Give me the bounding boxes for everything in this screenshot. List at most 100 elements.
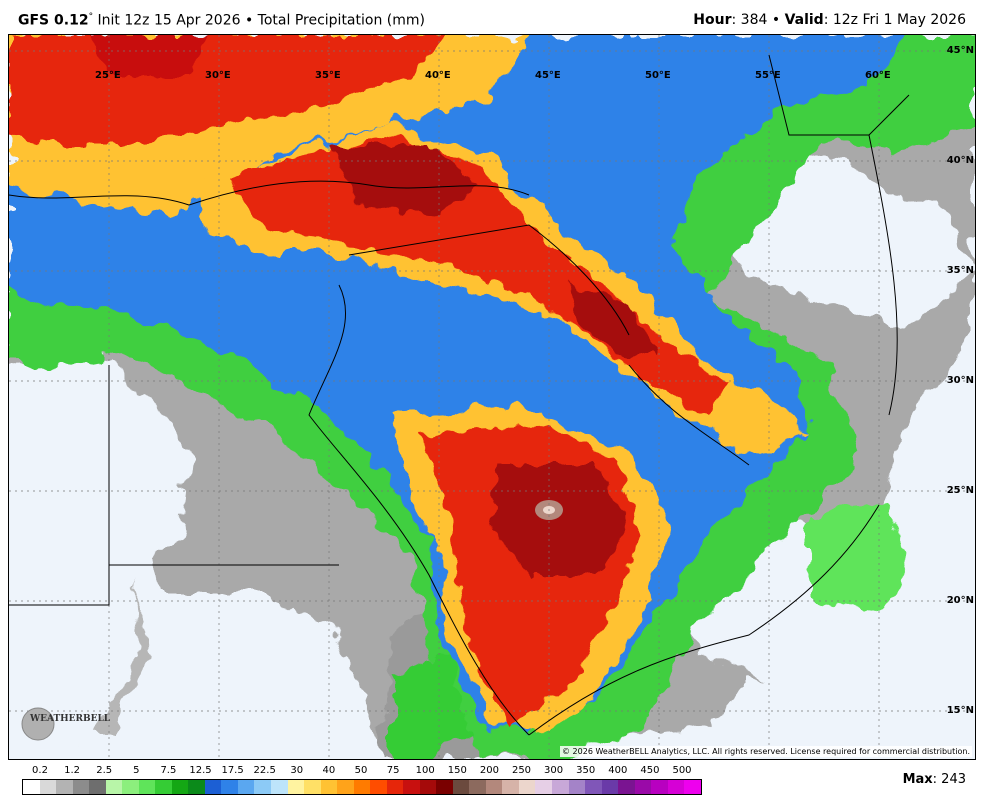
- colorbar-swatch: [370, 780, 387, 794]
- header-title: GFS 0.12° Init 12z 15 Apr 2026 • Total P…: [18, 12, 425, 29]
- header-valid: Hour: 384 • Valid: 12z Fri 1 May 2026: [693, 12, 966, 28]
- header: GFS 0.12° Init 12z 15 Apr 2026 • Total P…: [0, 0, 984, 34]
- colorbar-swatch: [270, 780, 288, 794]
- colorbar-tick-label: 400: [608, 765, 628, 776]
- colorbar-swatch: [502, 780, 519, 794]
- colorbar-swatch: [651, 780, 668, 794]
- borders: [9, 54, 910, 736]
- colorbar-swatch: [304, 780, 321, 794]
- colorbar-swatch: [138, 780, 156, 794]
- colorbar-swatch: [452, 780, 470, 794]
- colorbar-tick-label: 0.2: [32, 765, 48, 776]
- init-text: Init 12z 15 Apr 2026 • Total Precipitati…: [93, 12, 425, 29]
- colorbar-tick-label: 22.5: [253, 765, 276, 776]
- colorbar-swatch: [105, 780, 123, 794]
- heavy-precip-layer: [89, 35, 659, 575]
- colorbar-swatch: [320, 780, 338, 794]
- hour-label: Hour: [693, 12, 732, 28]
- colorbar-swatch: [684, 780, 701, 794]
- lon-label-7: 55°E: [755, 70, 781, 81]
- valid-label: Valid: [784, 12, 824, 28]
- colorbar-tick-label: 5: [133, 765, 140, 776]
- colorbar-swatch: [56, 780, 73, 794]
- colorbar-swatch: [188, 780, 205, 794]
- lat-label-5: 25°N: [946, 485, 974, 496]
- colorbar-labels: 0.2 1.2 2.5 5 7.5 12.5 17.5 22.5 30 40 50 75 100 150 2…: [22, 765, 700, 777]
- colorbar-tick-label: 30: [290, 765, 304, 776]
- lon-label-8: 60°E: [865, 70, 891, 81]
- colorbar-swatch: [568, 780, 586, 794]
- colorbar-swatch: [552, 780, 569, 794]
- model-name: GFS 0.12: [18, 12, 89, 29]
- weatherbell-logo: WEATHERBELL: [20, 704, 110, 744]
- colorbar-tick-label: 250: [511, 765, 532, 776]
- graticule: [9, 35, 975, 759]
- precipitation-map[interactable]: 25°E 30°E 35°E 40°E 45°E 50°E 55°E 60°E: [8, 34, 976, 760]
- max-value: Max: 243: [903, 772, 966, 787]
- colorbar-tick-label: 150: [447, 765, 467, 776]
- colorbar-swatch: [72, 780, 90, 794]
- colorbar-swatch: [419, 780, 437, 794]
- colorbar-swatch: [155, 780, 172, 794]
- hour-value: : 384 •: [731, 12, 785, 28]
- colorbar-swatch: [485, 780, 503, 794]
- colorbar-tick-label: 50: [354, 765, 368, 776]
- colorbar: [22, 779, 702, 795]
- colorbar-tick-label: 100: [415, 765, 435, 776]
- colorbar-tick-label: 350: [576, 765, 596, 776]
- lat-label-4: 30°N: [946, 375, 974, 386]
- lon-label-6: 50°E: [645, 70, 671, 81]
- copyright-notice: © 2026 WeatherBELL Analytics, LLC. All r…: [560, 746, 972, 757]
- colorbar-swatch: [89, 780, 106, 794]
- colorbar-swatch: [23, 780, 40, 794]
- colorbar-swatch: [122, 780, 139, 794]
- logo-text: WEATHERBELL: [30, 714, 111, 724]
- colorbar-swatch: [518, 780, 536, 794]
- colorbar-swatch: [237, 780, 255, 794]
- colorbar-tick-label: 450: [640, 765, 660, 776]
- colorbar-swatch: [386, 780, 404, 794]
- colorbar-swatch: [221, 780, 238, 794]
- colorbar-tick-label: 12.5: [189, 765, 212, 776]
- colorbar-swatch: [585, 780, 602, 794]
- colorbar-tick-label: 75: [386, 765, 400, 776]
- degree-symbol: °: [88, 12, 94, 22]
- colorbar-swatch: [634, 780, 652, 794]
- colorbar-swatch: [667, 780, 685, 794]
- colorbar-swatch: [353, 780, 371, 794]
- colorbar-tick-label: 200: [479, 765, 499, 776]
- colorbar-swatch: [254, 780, 271, 794]
- lat-label-6: 20°N: [946, 595, 974, 606]
- colorbar-tick-label: 7.5: [160, 765, 177, 776]
- map-canvas: [9, 35, 975, 759]
- colorbar-swatch: [204, 780, 222, 794]
- max-label: Max: [902, 772, 933, 787]
- lat-label-7: 15°N: [946, 705, 974, 716]
- colorbar-tick-label: 300: [544, 765, 564, 776]
- colorbar-swatch: [601, 780, 619, 794]
- colorbar-tick-label: 40: [322, 765, 336, 776]
- lat-label-3: 35°N: [946, 265, 974, 276]
- colorbar-tick-label: 500: [672, 765, 692, 776]
- colorbar-swatch: [469, 780, 486, 794]
- colorbar-swatch: [403, 780, 420, 794]
- lon-label-3: 35°E: [315, 70, 341, 81]
- lat-label-1: 45°N: [946, 45, 974, 56]
- lat-label-2: 40°N: [946, 155, 974, 166]
- colorbar-swatch: [535, 780, 552, 794]
- lon-label-1: 25°E: [95, 70, 121, 81]
- colorbar-swatch: [39, 780, 57, 794]
- colorbar-swatch: [287, 780, 305, 794]
- colorbar-swatch: [436, 780, 453, 794]
- valid-value: : 12z Fri 1 May 2026: [823, 12, 966, 28]
- colorbar-swatch: [337, 780, 354, 794]
- max-number: : 243: [932, 772, 966, 787]
- lon-label-4: 40°E: [425, 70, 451, 81]
- lon-label-2: 30°E: [205, 70, 231, 81]
- colorbar-swatch: [171, 780, 189, 794]
- colorbar-tick-label: 2.5: [96, 765, 113, 776]
- colorbar-tick-label: 1.2: [64, 765, 81, 776]
- colorbar-tick-label: 17.5: [221, 765, 244, 776]
- logo-globe-icon: [21, 707, 55, 741]
- colorbar-swatch: [618, 780, 635, 794]
